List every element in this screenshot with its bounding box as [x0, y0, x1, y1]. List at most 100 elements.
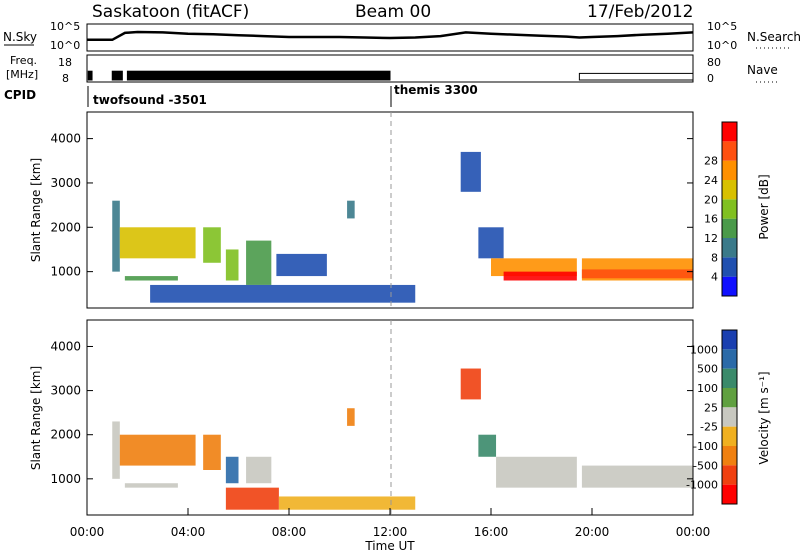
heatmap-region [150, 284, 416, 303]
cpid-mode-1: themis 3300 [394, 83, 478, 97]
power-colorbar: 4 8 12 16 20 24 28 [704, 121, 738, 297]
cpid-mode-0: twofsound -3501 [93, 93, 207, 107]
freq-label-2: [MHz] [6, 68, 38, 81]
freq-label-1: Freq. [10, 54, 37, 67]
colorbar-swatch [722, 160, 737, 180]
colorbar-swatch [722, 426, 737, 446]
colorbar-tick-label: 28 [704, 155, 718, 168]
colorbar-frame [721, 329, 738, 505]
velocity-heatmap-cells [112, 368, 693, 510]
colorbar-tick-label: 12 [704, 232, 718, 245]
colorbar-tick-label: 24 [704, 174, 718, 187]
heatmap-region [203, 434, 221, 470]
heatmap-region [478, 227, 504, 259]
nave-tick-top: 80 [707, 56, 721, 69]
heatmap-region [119, 227, 196, 259]
colorbar-swatch [722, 199, 737, 219]
heatmap-region [478, 434, 497, 457]
heatmap-region [503, 271, 577, 281]
colorbar-swatch [722, 122, 737, 142]
heatmap-region [225, 456, 239, 484]
colorbar-tick-label: 100 [697, 382, 718, 395]
velocity-colorbar: 1000 500 100 25 -25 -100 -500 -1000 [686, 329, 738, 505]
colorbar-tick-label: -25 [700, 421, 718, 434]
colorbar-swatch [722, 141, 737, 161]
noise-left-label: N.Sky [3, 30, 37, 44]
station-title: Saskatoon (fitACF) [92, 2, 249, 22]
nave-tick-bottom: 0 [707, 72, 714, 85]
colorbar-tick-label: 1000 [690, 343, 718, 356]
colorbar-tick-label: 500 [697, 363, 718, 376]
frequency-segment [578, 72, 694, 81]
heatmap-region [124, 276, 178, 281]
heatmap-region [581, 269, 693, 279]
heatmap-region [225, 487, 279, 510]
y-tick-label: 4000 [50, 132, 81, 146]
y-tick-label: 4000 [50, 339, 81, 353]
heatmap-region [581, 465, 693, 488]
noise-left-tick-bottom: 10^0 [50, 39, 80, 52]
velocity-colorbar-label: Velocity [m s⁻¹] [757, 371, 771, 464]
heatmap-region [203, 227, 221, 263]
x-tick-label: 20:00 [575, 525, 610, 539]
colorbar-tick-label: -100 [693, 440, 718, 453]
heatmap-region [246, 240, 272, 285]
frequency-panel: Freq. [MHz] 18 8 80 0 Nave [6, 54, 780, 85]
heatmap-region [347, 200, 355, 219]
power-colorbar-label: Power [dB] [757, 174, 771, 239]
power-panel: Slant Range [km] 1000 2000 3000 4000 4 8 12 16… [29, 111, 771, 309]
x-tick-label: 16:00 [474, 525, 509, 539]
y-tick-label: 3000 [50, 176, 81, 190]
heatmap-region [460, 151, 481, 192]
colorbar-tick-label: 8 [711, 251, 718, 264]
power-panel-frame [86, 111, 694, 309]
noise-right-tick-bottom: 10^0 [707, 39, 737, 52]
y-tick-label: 2000 [50, 220, 81, 234]
colorbar-swatch [722, 388, 737, 408]
power-ylabel: Slant Range [km] [29, 158, 43, 262]
date-title: 17/Feb/2012 [587, 2, 693, 22]
y-tick-label: 1000 [50, 265, 81, 279]
x-tick-label: 00:00 [676, 525, 711, 539]
colorbar-tick-label: 4 [711, 271, 718, 284]
colorbar-swatch [722, 218, 737, 238]
frequency-segment [111, 70, 123, 81]
freq-tick-bottom: 8 [62, 72, 69, 85]
heatmap-region [276, 253, 327, 277]
power-y-ticks: 1000 2000 3000 4000 [50, 132, 693, 279]
colorbar-tick-label: -500 [693, 459, 718, 472]
cpid-label: CPID [4, 88, 36, 102]
heatmap-region [124, 483, 178, 488]
colorbar-swatch [722, 257, 737, 277]
colorbar-swatch [722, 180, 737, 200]
velocity-xlabel: Time UT [364, 539, 415, 553]
colorbar-swatch [722, 407, 737, 427]
heatmap-region [460, 368, 481, 400]
nave-label: Nave [747, 63, 778, 77]
heatmap-region [112, 421, 120, 479]
velocity-y-ticks: 1000 2000 3000 4000 [50, 339, 693, 486]
colorbar-swatch [722, 238, 737, 258]
colorbar-tick-label: 20 [704, 193, 718, 206]
velocity-ylabel: Slant Range [km] [29, 366, 43, 470]
colorbar-swatch [722, 484, 737, 504]
noise-series-line [87, 30, 694, 42]
colorbar-tick-label: 25 [704, 401, 718, 414]
noise-panel: N.Sky 10^5 10^0 10^5 10^0 N.Search [3, 20, 800, 52]
colorbar-tick-label: 16 [704, 213, 718, 226]
noise-right-label: N.Search [747, 30, 800, 44]
frequency-segment [87, 70, 93, 81]
y-tick-label: 1000 [50, 472, 81, 486]
heatmap-region [278, 496, 416, 510]
velocity-x-ticks: 00:00 04:00 08:00 12:00 16:00 20:00 00:00 [70, 508, 711, 539]
colorbar-swatch [722, 465, 737, 485]
colorbar-swatch [722, 446, 737, 466]
heatmap-region [225, 249, 239, 281]
colorbar-swatch [722, 330, 737, 350]
cpid-strip: CPID twofsound -3501 themis 3300 [4, 83, 478, 107]
heatmap-region [246, 456, 272, 484]
frequency-series [87, 70, 694, 81]
